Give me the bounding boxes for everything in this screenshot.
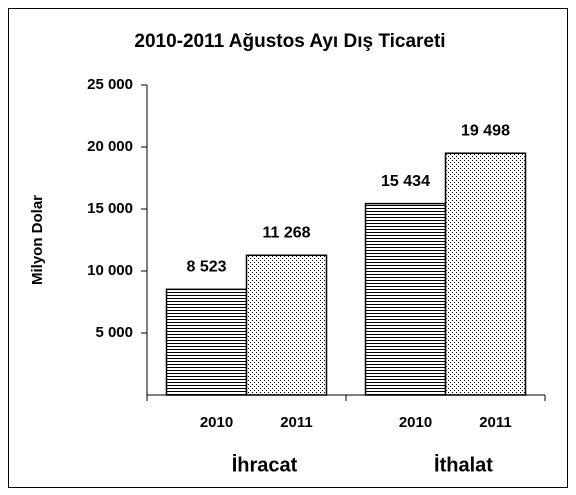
- y-tick-label: 5 000: [95, 324, 133, 341]
- y-tick-label: 20 000: [87, 138, 133, 155]
- series-label: 2010: [399, 414, 432, 431]
- series-label: 2011: [280, 414, 313, 431]
- data-label: 8 523: [186, 259, 226, 276]
- data-label: 15 434: [381, 173, 430, 190]
- y-tick-label: 25 000: [87, 76, 133, 93]
- chart-title: 2010-2011 Ağustos Ayı Dış Ticareti: [134, 31, 445, 52]
- series-label: 2010: [200, 414, 233, 431]
- y-axis-label: Milyon Dolar: [29, 195, 46, 285]
- x-tick-label: İhracat: [232, 453, 298, 476]
- data-label: 19 498: [461, 122, 510, 139]
- bar: [245, 254, 328, 396]
- x-tick-label: İthalat: [434, 453, 493, 476]
- series-label: 2011: [479, 414, 512, 431]
- y-tick-label: 15 000: [87, 200, 133, 217]
- bar: [444, 152, 527, 396]
- bar: [165, 288, 248, 396]
- y-tick-label: 10 000: [87, 262, 133, 279]
- data-label: 11 268: [262, 224, 310, 241]
- bar: [364, 202, 447, 396]
